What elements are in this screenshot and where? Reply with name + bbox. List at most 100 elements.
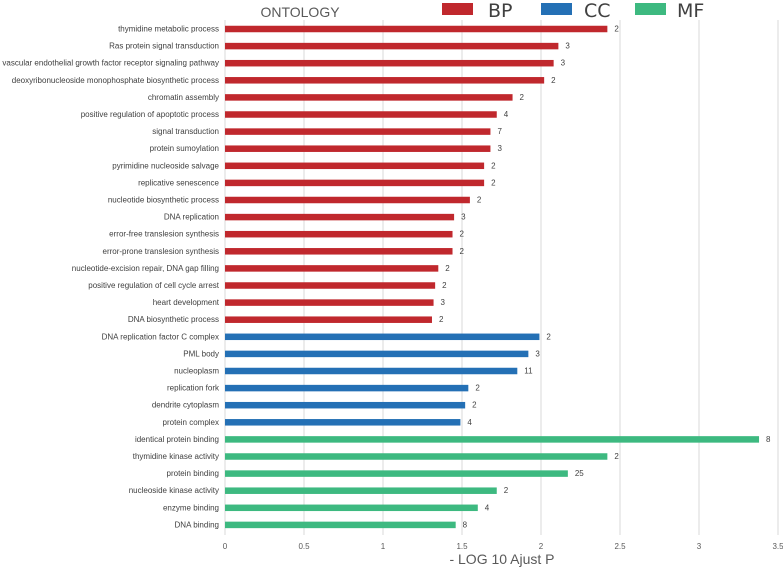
category-label: identical protein binding bbox=[135, 435, 219, 444]
category-label: nucleotide biosynthetic process bbox=[108, 196, 219, 205]
category-label: protein sumoylation bbox=[150, 144, 219, 153]
bar-bp bbox=[225, 111, 497, 118]
x-tick-label: 2.5 bbox=[614, 542, 626, 551]
category-label: error-free translesion synthesis bbox=[109, 230, 219, 239]
legend-swatch-cc bbox=[541, 3, 572, 15]
category-label: pyrimidine nucleoside salvage bbox=[112, 161, 219, 170]
category-label: thymidine kinase activity bbox=[133, 452, 219, 461]
bar-bp bbox=[225, 282, 436, 289]
category-label: enzyme binding bbox=[163, 503, 219, 512]
count-label: 3 bbox=[441, 298, 446, 307]
bar-bp bbox=[225, 59, 554, 67]
bar-cc bbox=[225, 333, 540, 341]
category-label: PML body bbox=[183, 349, 219, 358]
category-label: nucleoplasm bbox=[174, 367, 219, 376]
x-tick-label: 1 bbox=[381, 542, 386, 551]
x-axis-label: - LOG 10 Ajust P bbox=[449, 551, 554, 567]
category-label: dendrite cytoplasm bbox=[152, 401, 219, 410]
category-label: deoxyribonucleoside monophosphate biosyn… bbox=[12, 76, 219, 85]
count-label: 2 bbox=[460, 247, 465, 256]
bar-mf bbox=[225, 487, 497, 494]
count-label: 3 bbox=[497, 144, 502, 153]
bar-bp bbox=[225, 42, 559, 50]
count-label: 2 bbox=[520, 93, 525, 102]
category-label: nucleotide-excision repair, DNA gap fill… bbox=[72, 264, 219, 273]
bar-bp bbox=[225, 94, 513, 101]
count-label: 2 bbox=[614, 452, 619, 461]
count-label: 2 bbox=[460, 230, 465, 239]
category-label: positive regulation of apoptotic process bbox=[81, 110, 219, 119]
count-label: 2 bbox=[504, 486, 509, 495]
category-label: replication fork bbox=[167, 384, 220, 393]
category-label: Ras protein signal transduction bbox=[109, 42, 219, 51]
category-label: heart development bbox=[153, 298, 220, 307]
bar-bp bbox=[225, 128, 491, 135]
legend: BP CC MF bbox=[442, 0, 704, 22]
bar-cc bbox=[225, 350, 529, 358]
count-label: 3 bbox=[535, 349, 540, 358]
count-label: 8 bbox=[766, 435, 771, 444]
bar-bp bbox=[225, 179, 485, 187]
bar-mf bbox=[225, 436, 760, 443]
category-label: positive regulation of cell cycle arrest bbox=[88, 281, 220, 290]
category-label: DNA binding bbox=[175, 520, 219, 529]
count-label: 2 bbox=[491, 178, 496, 187]
category-label: error-prone translesion synthesis bbox=[103, 247, 220, 256]
category-label: thymidine metabolic process bbox=[118, 25, 219, 34]
category-label: replicative senescence bbox=[138, 178, 219, 187]
bar-bp bbox=[225, 162, 485, 170]
chart-title: ONTOLOGY bbox=[260, 4, 340, 20]
count-label: 2 bbox=[472, 401, 477, 410]
bar-bp bbox=[225, 230, 453, 238]
x-axis-ticks: 0 0.5 1 1.5 2 2.5 3 3.5 bbox=[223, 542, 783, 551]
legend-label-cc: CC bbox=[584, 0, 611, 22]
grid-lines bbox=[224, 20, 779, 535]
legend-label-mf: MF bbox=[677, 0, 704, 22]
bar-cc bbox=[225, 367, 518, 375]
legend-swatch-mf bbox=[635, 3, 666, 15]
x-tick-label: 3.5 bbox=[772, 542, 783, 551]
bar-bp bbox=[225, 299, 434, 306]
count-label: 3 bbox=[565, 42, 570, 51]
count-label: 2 bbox=[439, 315, 444, 324]
bar-mf bbox=[225, 453, 608, 460]
count-label: 2 bbox=[477, 196, 482, 205]
bar-cc bbox=[225, 384, 469, 392]
count-label: 2 bbox=[614, 25, 619, 34]
count-label: 2 bbox=[546, 332, 551, 341]
count-label: 2 bbox=[442, 281, 447, 290]
bar-mf bbox=[225, 521, 456, 529]
legend-swatch-bp bbox=[442, 3, 473, 15]
count-label: 11 bbox=[524, 367, 533, 376]
count-label: 3 bbox=[461, 213, 466, 222]
x-tick-label: 0 bbox=[223, 542, 228, 551]
x-tick-label: 1.5 bbox=[456, 542, 468, 551]
bar-cc bbox=[225, 419, 461, 426]
category-label: protein binding bbox=[167, 469, 219, 478]
bar-bp bbox=[225, 196, 470, 204]
category-label: protein complex bbox=[163, 418, 219, 427]
legend-label-bp: BP bbox=[488, 0, 513, 22]
count-label: 4 bbox=[485, 503, 490, 512]
category-label: vascular endothelial growth factor recep… bbox=[2, 59, 219, 68]
category-label: DNA replication bbox=[164, 213, 219, 222]
category-label: signal transduction bbox=[152, 127, 219, 136]
count-label: 2 bbox=[551, 76, 556, 85]
x-tick-label: 3 bbox=[697, 542, 702, 551]
bar-bp bbox=[225, 265, 439, 272]
count-label: 8 bbox=[463, 520, 468, 529]
count-label: 2 bbox=[475, 384, 480, 393]
count-label: 4 bbox=[504, 110, 509, 119]
count-label: 2 bbox=[445, 264, 450, 273]
bar-bp bbox=[225, 248, 453, 255]
bar-bp bbox=[225, 213, 455, 221]
count-label: 3 bbox=[561, 59, 566, 68]
category-label: DNA replication factor C complex bbox=[102, 332, 219, 341]
count-label: 4 bbox=[467, 418, 472, 427]
category-label: chromatin assembly bbox=[148, 93, 219, 102]
count-label: 25 bbox=[575, 469, 584, 478]
bar-bp bbox=[225, 145, 491, 152]
x-tick-label: 0.5 bbox=[298, 542, 310, 551]
